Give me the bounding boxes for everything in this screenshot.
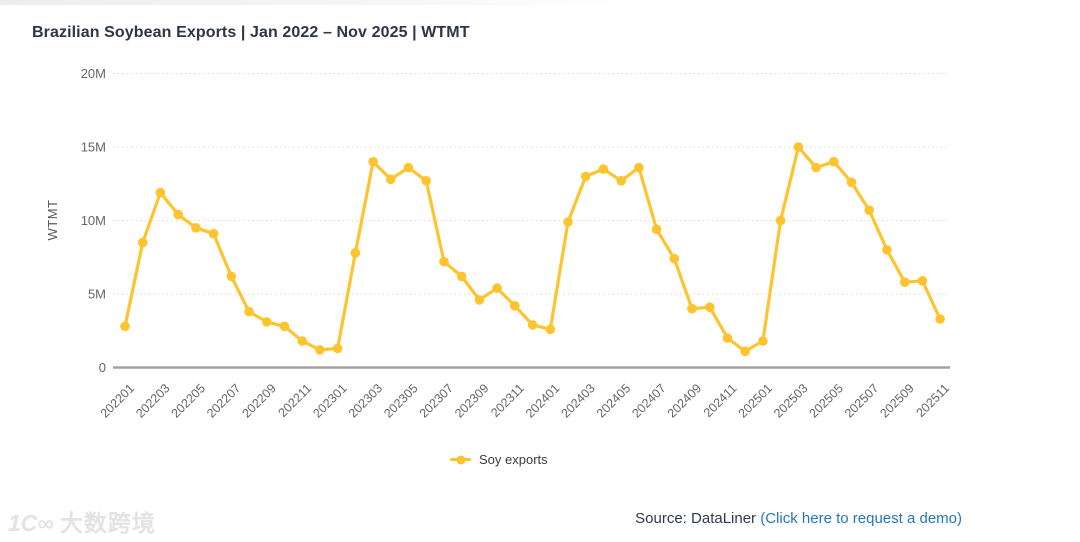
data-point[interactable] bbox=[262, 317, 272, 327]
y-tick-label: 15M bbox=[81, 140, 106, 155]
top-edge-artifact bbox=[0, 0, 620, 5]
x-tick-label: 202301 bbox=[310, 381, 349, 420]
x-tick-label: 202201 bbox=[98, 381, 137, 420]
data-point[interactable] bbox=[580, 171, 591, 182]
watermark-logo-glyph: 1C∞ bbox=[8, 510, 54, 536]
data-point[interactable] bbox=[846, 177, 857, 188]
data-point[interactable] bbox=[244, 306, 254, 317]
data-point[interactable] bbox=[687, 303, 697, 314]
data-point[interactable] bbox=[598, 164, 609, 174]
chart-title: Brazilian Soybean Exports | Jan 2022 – N… bbox=[32, 24, 470, 41]
data-point[interactable] bbox=[793, 142, 804, 152]
data-point[interactable] bbox=[705, 302, 715, 313]
x-tick-label: 202403 bbox=[558, 381, 597, 420]
x-tick-label: 202407 bbox=[629, 381, 668, 420]
data-point[interactable] bbox=[811, 162, 821, 173]
legend-label: Soy exports bbox=[479, 452, 548, 467]
data-point[interactable] bbox=[775, 215, 786, 226]
data-point[interactable] bbox=[882, 245, 892, 255]
source-line: Source: DataLiner (Click here to request… bbox=[635, 510, 962, 527]
data-point[interactable] bbox=[510, 301, 520, 311]
x-tick-label: 202207 bbox=[204, 381, 243, 420]
data-point[interactable] bbox=[492, 283, 502, 293]
x-tick-label: 202505 bbox=[807, 381, 846, 420]
y-tick-label: 20M bbox=[81, 66, 106, 81]
data-point[interactable] bbox=[368, 156, 378, 167]
data-point[interactable] bbox=[758, 336, 768, 346]
y-tick-label: 0 bbox=[99, 360, 106, 375]
data-point[interactable] bbox=[386, 174, 396, 185]
source-label: Source: DataLiner bbox=[635, 510, 761, 527]
x-tick-label: 202405 bbox=[594, 381, 633, 420]
x-tick-label: 202307 bbox=[417, 381, 456, 420]
x-tick-label: 202511 bbox=[913, 381, 952, 420]
data-point[interactable] bbox=[421, 176, 432, 186]
x-tick-label: 202203 bbox=[133, 381, 172, 420]
data-point[interactable] bbox=[332, 343, 343, 354]
data-point[interactable] bbox=[829, 156, 839, 167]
x-tick-label: 202311 bbox=[488, 381, 527, 420]
x-tick-label: 202401 bbox=[523, 381, 562, 420]
data-point[interactable] bbox=[456, 271, 467, 282]
x-tick-label: 202309 bbox=[452, 381, 491, 420]
y-tick-label: 10M bbox=[81, 213, 106, 228]
data-point[interactable] bbox=[297, 336, 308, 346]
x-tick-label: 202503 bbox=[771, 381, 810, 420]
x-tick-label: 202205 bbox=[169, 381, 208, 420]
data-point[interactable] bbox=[439, 256, 449, 267]
data-point[interactable] bbox=[279, 321, 290, 332]
data-point[interactable] bbox=[191, 223, 201, 233]
data-point[interactable] bbox=[545, 324, 556, 335]
data-point[interactable] bbox=[722, 333, 733, 343]
x-tick-label: 202409 bbox=[665, 381, 704, 420]
data-point[interactable] bbox=[403, 162, 414, 173]
data-point[interactable] bbox=[155, 187, 166, 198]
data-point[interactable] bbox=[474, 295, 485, 305]
legend-dot-icon bbox=[456, 455, 465, 464]
data-point[interactable] bbox=[563, 217, 573, 227]
data-point[interactable] bbox=[350, 248, 361, 258]
x-tick-label: 202509 bbox=[877, 381, 916, 420]
x-tick-label: 202411 bbox=[701, 381, 740, 420]
x-tick-label: 202209 bbox=[239, 381, 278, 420]
data-point[interactable] bbox=[137, 237, 148, 248]
data-point[interactable] bbox=[315, 345, 325, 355]
watermark-text: 大数跨境 bbox=[59, 510, 156, 536]
legend-line-marker-icon bbox=[450, 455, 471, 464]
data-point[interactable] bbox=[917, 276, 928, 286]
data-point[interactable] bbox=[899, 277, 910, 288]
x-tick-label: 202211 bbox=[276, 381, 315, 420]
data-point[interactable] bbox=[740, 346, 750, 357]
data-point[interactable] bbox=[173, 209, 183, 220]
data-point[interactable] bbox=[226, 271, 237, 282]
data-point[interactable] bbox=[616, 176, 626, 186]
data-point[interactable] bbox=[864, 205, 874, 215]
legend[interactable]: Soy exports bbox=[450, 452, 548, 467]
x-tick-label: 202507 bbox=[842, 381, 881, 420]
x-tick-label: 202305 bbox=[381, 381, 420, 420]
y-axis-title: WTMT bbox=[45, 200, 60, 241]
data-point[interactable] bbox=[208, 228, 219, 239]
y-tick-label: 5M bbox=[88, 287, 106, 302]
data-point[interactable] bbox=[527, 320, 538, 330]
data-point[interactable] bbox=[935, 314, 945, 324]
x-tick-label: 202501 bbox=[736, 381, 775, 420]
soy-exports-line-chart: 0 5M 10M 15M 20M WTMT 202201202203202205202207… bbox=[45, 66, 952, 421]
data-point[interactable] bbox=[669, 253, 680, 264]
x-tick-label: 202303 bbox=[346, 381, 385, 420]
data-point[interactable] bbox=[651, 224, 662, 235]
data-point[interactable] bbox=[120, 321, 130, 332]
watermark-logo: 1C∞ 大数跨境 bbox=[8, 504, 156, 538]
data-point[interactable] bbox=[634, 162, 644, 173]
request-demo-link[interactable]: (Click here to request a demo) bbox=[760, 510, 962, 527]
